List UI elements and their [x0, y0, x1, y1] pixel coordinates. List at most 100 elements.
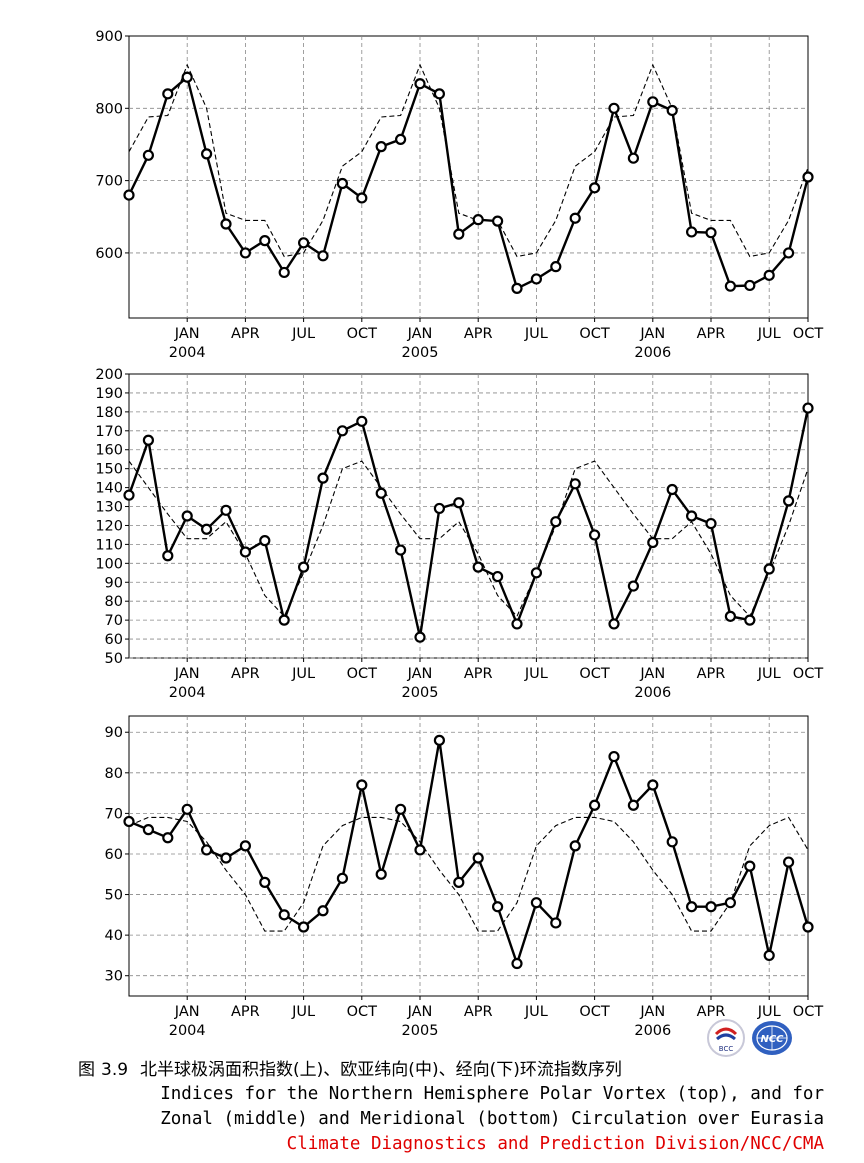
x-tick-label: JAN	[639, 666, 665, 682]
year-label: 2005	[402, 1023, 439, 1039]
data-point	[239, 247, 251, 259]
y-tick-label: 150	[95, 462, 123, 478]
data-point	[588, 529, 601, 541]
data-point	[278, 614, 290, 626]
data-point	[239, 840, 251, 852]
data-point	[666, 104, 678, 117]
x-tick-label: JUL	[757, 666, 781, 682]
data-point	[453, 497, 465, 509]
data-point	[453, 876, 465, 888]
data-point	[123, 189, 135, 201]
data-point	[336, 872, 348, 884]
x-tick-label: OCT	[579, 326, 610, 342]
x-tick-label: JUL	[757, 1004, 781, 1020]
data-point	[705, 227, 717, 239]
data-point	[511, 282, 523, 294]
y-tick-label: 80	[105, 766, 123, 782]
data-point	[550, 917, 562, 929]
y-tick-label: 130	[95, 500, 123, 516]
x-tick-label: APR	[464, 1004, 493, 1020]
data-point	[492, 570, 504, 583]
data-point	[336, 425, 348, 437]
data-point	[744, 860, 756, 872]
x-tick-label: APR	[231, 326, 260, 342]
data-point	[298, 561, 310, 573]
x-tick-label: OCT	[347, 666, 378, 682]
data-point	[744, 614, 756, 626]
x-tick-label: OCT	[793, 326, 824, 342]
y-tick-label: 140	[95, 481, 123, 497]
data-point	[375, 487, 387, 499]
data-point	[608, 618, 620, 630]
data-point	[724, 280, 737, 292]
data-point	[181, 71, 193, 83]
data-point	[433, 502, 445, 515]
caption-english-line1: Indices for the Northern Hemisphere Pola…	[160, 1084, 824, 1104]
data-point	[530, 897, 543, 909]
data-point	[511, 618, 523, 630]
x-tick-label: JAN	[407, 326, 433, 342]
data-point	[782, 856, 795, 868]
y-tick-label: 90	[105, 725, 123, 741]
series-line-climatology	[128, 816, 809, 932]
chart-panel-meridional-circulation: 30 40 50 60 70 80 90 JAN APR JUL OCT JAN APR JUL OCT JA…	[105, 715, 823, 1039]
y-tick-label: 600	[95, 246, 123, 262]
data-point	[356, 415, 368, 427]
data-point	[181, 803, 193, 815]
x-tick-label: JAN	[407, 666, 433, 682]
data-point	[220, 218, 232, 230]
x-tick-label: APR	[231, 1004, 260, 1020]
series-line-climatology	[128, 460, 809, 618]
data-point	[375, 141, 387, 153]
y-tick-label: 700	[95, 174, 123, 190]
data-point	[492, 901, 504, 913]
data-point	[492, 215, 504, 227]
x-tick-label: OCT	[579, 666, 610, 682]
data-point	[123, 489, 135, 501]
plot-frame	[128, 35, 809, 319]
data-point	[414, 844, 426, 856]
data-point	[395, 544, 407, 556]
data-point	[201, 148, 213, 160]
data-point	[414, 631, 426, 643]
data-point	[142, 434, 154, 446]
data-point	[181, 510, 193, 522]
data-point	[627, 152, 640, 164]
data-point	[569, 212, 581, 224]
data-point	[550, 516, 562, 528]
year-label: 2006	[634, 1023, 671, 1039]
data-point	[608, 102, 620, 114]
data-point	[685, 510, 698, 522]
year-label: 2004	[169, 345, 206, 361]
data-point	[763, 269, 775, 281]
data-point	[142, 824, 154, 836]
data-point	[220, 852, 232, 864]
data-point	[453, 228, 465, 240]
data-point	[608, 750, 620, 763]
data-point	[647, 96, 659, 108]
chart-panel-zonal-circulation: 50 60 70 80 90 100 110 120 130 140 150 160 170 180 190…	[95, 367, 823, 701]
chart-panel-polar-vortex-area: 600 700 800 900 JAN APR JUL OCT JAN APR JUL OCT JAN A…	[95, 29, 823, 361]
charts-figure: 600 700 800 900 JAN APR JUL OCT JAN APR JUL OCT JAN A…	[95, 29, 823, 1039]
svg-text:NCC: NCC	[760, 1034, 784, 1045]
data-point	[705, 901, 717, 913]
x-tick-label: APR	[697, 666, 726, 682]
x-tick-label: APR	[697, 1004, 726, 1020]
x-tick-label: JUL	[524, 1004, 548, 1020]
chinese-title: 北半球极涡面积指数(上)、欧亚纬向(中)、经向(下)环流指数序列	[140, 1060, 622, 1080]
data-point	[472, 852, 484, 864]
data-point	[433, 88, 445, 100]
data-point	[336, 177, 348, 190]
caption-english-line2: Zonal (middle) and Meridional (bottom) C…	[160, 1109, 824, 1129]
figure-number: 3.9	[101, 1060, 129, 1080]
x-tick-label: APR	[464, 666, 493, 682]
x-tick-label: JUL	[291, 1004, 315, 1020]
data-point	[162, 832, 174, 844]
data-point	[356, 779, 368, 791]
data-point	[239, 546, 251, 558]
y-tick-label: 800	[95, 101, 123, 117]
data-point	[569, 840, 581, 852]
y-tick-label: 60	[105, 632, 123, 648]
data-point	[375, 868, 387, 880]
data-point	[298, 921, 310, 933]
